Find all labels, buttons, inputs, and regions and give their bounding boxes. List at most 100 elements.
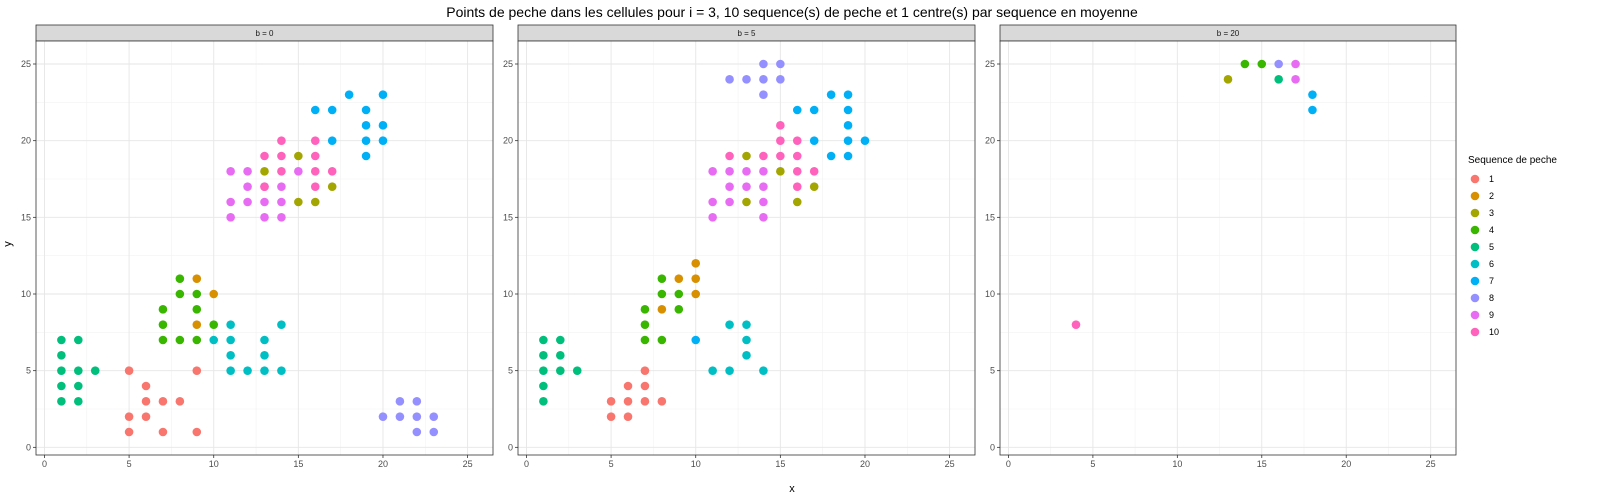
legend-item: 8 [1470, 293, 1494, 303]
legend-label: 8 [1489, 293, 1494, 303]
data-point [243, 167, 252, 176]
data-point [243, 182, 252, 191]
data-point [141, 381, 151, 391]
data-point [792, 136, 802, 145]
legend-key [1470, 225, 1480, 235]
data-point [226, 335, 235, 345]
data-point [277, 182, 286, 191]
data-point [192, 320, 202, 329]
x-tick-label: 10 [691, 459, 701, 469]
data-point [674, 289, 684, 299]
data-point [57, 335, 66, 345]
data-point [742, 320, 751, 329]
data-point [310, 182, 320, 191]
legend-key [1470, 174, 1480, 184]
data-point [809, 182, 819, 191]
legend-item: 6 [1470, 259, 1494, 269]
data-point [742, 151, 751, 161]
data-point [361, 136, 371, 145]
data-point [776, 59, 785, 69]
data-point [294, 167, 303, 176]
x-tick-label: 25 [1426, 459, 1436, 469]
gridlines [1000, 41, 1456, 455]
data-point [260, 351, 269, 360]
panel-1: b = 0 0 5 10 15 20 25 0 5 10 15 20 25 [21, 24, 494, 469]
data-point [1291, 59, 1300, 69]
data-point [310, 105, 320, 115]
y-tick-label: 5 [26, 366, 31, 376]
data-point [395, 397, 405, 406]
data-point [1071, 320, 1081, 329]
legend-label: 4 [1489, 225, 1494, 235]
data-point [310, 167, 320, 176]
data-point [1308, 90, 1317, 99]
data-point [708, 213, 717, 222]
data-point [725, 75, 734, 84]
legend-item: 1 [1470, 174, 1494, 184]
x-tick-label: 5 [1090, 459, 1095, 469]
data-point [572, 366, 582, 375]
x-tick-label: 15 [1257, 459, 1267, 469]
data-point [361, 151, 371, 161]
data-point [412, 397, 422, 406]
data-point [277, 167, 286, 176]
data-point [742, 75, 751, 84]
data-point [90, 366, 100, 375]
data-point [1240, 59, 1250, 69]
x-tick-label: 20 [1341, 459, 1351, 469]
data-point [843, 151, 853, 161]
data-point [640, 397, 650, 406]
data-point [640, 335, 650, 345]
data-point [226, 197, 235, 207]
data-point [556, 351, 565, 360]
panel-2: b = 5 0 5 10 15 20 25 0 5 10 15 20 25 [503, 24, 976, 469]
data-point [260, 335, 269, 345]
data-point [209, 335, 219, 345]
data-point [640, 320, 650, 329]
x-tick-label: 15 [775, 459, 785, 469]
data-point [759, 213, 768, 222]
data-point [606, 397, 616, 406]
legend-item: 5 [1470, 242, 1494, 252]
gridlines [518, 41, 975, 455]
legend-item: 4 [1470, 225, 1494, 235]
data-point [175, 289, 185, 299]
legend-label: 6 [1489, 259, 1494, 269]
legend-label: 3 [1489, 208, 1494, 218]
data-point [277, 136, 286, 145]
data-point [674, 274, 684, 283]
data-point [74, 397, 83, 406]
data-point [725, 366, 734, 375]
data-point [623, 381, 633, 391]
data-point [657, 289, 667, 299]
y-tick-label: 20 [21, 136, 31, 146]
data-point [124, 427, 134, 437]
data-point [57, 397, 66, 406]
x-tick-label: 25 [945, 459, 955, 469]
data-point [640, 381, 650, 391]
y-tick-label: 10 [985, 289, 995, 299]
x-tick-label: 10 [1172, 459, 1182, 469]
data-point [260, 151, 269, 161]
data-point [175, 335, 185, 345]
data-point [209, 289, 219, 299]
legend-label: 7 [1489, 276, 1494, 286]
x-tick-label: 25 [463, 459, 473, 469]
data-point [843, 136, 853, 145]
data-point [657, 397, 667, 406]
data-point [429, 412, 439, 421]
data-point [158, 320, 168, 329]
data-point [742, 167, 751, 176]
data-point [175, 274, 185, 283]
y-tick-label: 15 [21, 212, 31, 222]
data-point [192, 427, 202, 437]
data-point [539, 351, 548, 360]
data-point [742, 335, 751, 345]
data-point [539, 397, 548, 406]
data-point [843, 121, 853, 130]
data-point [57, 381, 66, 391]
x-tick-label: 20 [860, 459, 870, 469]
data-point [378, 136, 388, 145]
x-tick-label: 5 [127, 459, 132, 469]
data-point [175, 397, 185, 406]
